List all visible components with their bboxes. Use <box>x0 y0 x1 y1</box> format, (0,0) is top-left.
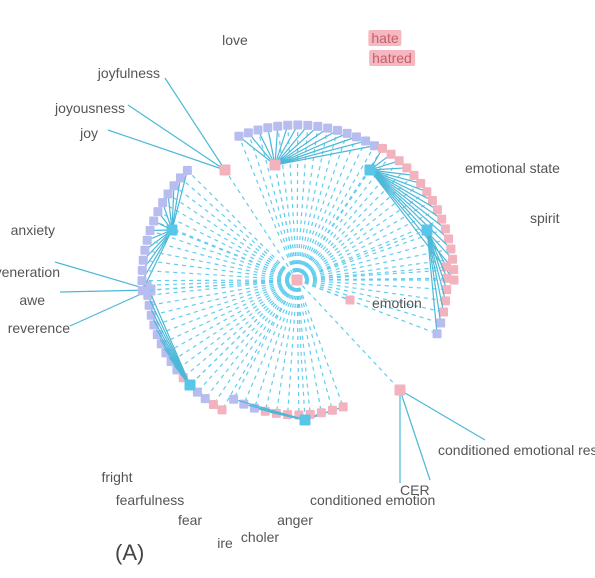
leaf-node <box>218 405 227 414</box>
leaf-node <box>436 319 445 328</box>
leaf-node <box>263 123 272 132</box>
leaf-node <box>416 179 425 188</box>
leaf-node <box>209 400 218 409</box>
leaf-node <box>395 156 404 165</box>
hub-node <box>185 380 196 391</box>
leaf-node <box>283 121 292 130</box>
hub-node <box>220 165 231 176</box>
leaf-node <box>361 137 370 146</box>
leaf-node <box>410 171 419 180</box>
leaf-node <box>422 187 431 196</box>
leaf-node <box>387 150 396 159</box>
leaf-node <box>439 308 448 317</box>
leaf-node <box>339 402 348 411</box>
leaf-node <box>428 196 437 205</box>
leaf-node <box>201 394 210 403</box>
leaf-node <box>138 266 147 275</box>
leaf-node <box>402 163 411 172</box>
leaf-node <box>323 124 332 133</box>
leaf-node <box>352 132 361 141</box>
leaf-node <box>446 244 455 253</box>
hub-node <box>167 225 178 236</box>
leaf-node <box>169 181 178 190</box>
leaf-node <box>138 286 147 295</box>
leaf-node <box>303 121 312 130</box>
leaf-node <box>138 276 147 285</box>
leaf-node <box>444 234 453 243</box>
hub-node <box>422 225 433 236</box>
center-node <box>292 275 303 286</box>
leaf-node <box>146 226 155 235</box>
leaf-node <box>343 129 352 138</box>
leaf-node <box>328 406 337 415</box>
leaf-node <box>437 215 446 224</box>
leaf-node <box>441 224 450 233</box>
leaf-node <box>273 122 282 131</box>
hub-node <box>300 415 311 426</box>
hub-node <box>365 165 376 176</box>
leaf-node <box>153 207 162 216</box>
leaf-node <box>254 125 263 134</box>
leaf-node <box>164 190 173 199</box>
leaf-node <box>448 255 457 264</box>
leaf-node <box>370 141 379 150</box>
panel-label: (A) <box>115 540 144 566</box>
leaf-node <box>229 395 238 404</box>
leaf-node <box>378 144 387 153</box>
radial-network <box>0 0 595 578</box>
leaf-node <box>333 126 342 135</box>
hub-node <box>395 385 406 396</box>
leaf-node <box>433 329 442 338</box>
leaf-node <box>158 198 167 207</box>
leaf-node <box>143 236 152 245</box>
leaf-node <box>317 408 326 417</box>
leaf-node <box>234 132 243 141</box>
leaf-node <box>139 256 148 265</box>
leaf-node <box>140 246 149 255</box>
leaf-node <box>244 128 253 137</box>
leaf-node <box>346 296 355 305</box>
leaf-node <box>313 122 322 131</box>
hub-node <box>270 160 281 171</box>
leaf-node <box>183 166 192 175</box>
leaf-node <box>433 205 442 214</box>
leaf-node <box>149 216 158 225</box>
leaf-node <box>293 121 302 130</box>
